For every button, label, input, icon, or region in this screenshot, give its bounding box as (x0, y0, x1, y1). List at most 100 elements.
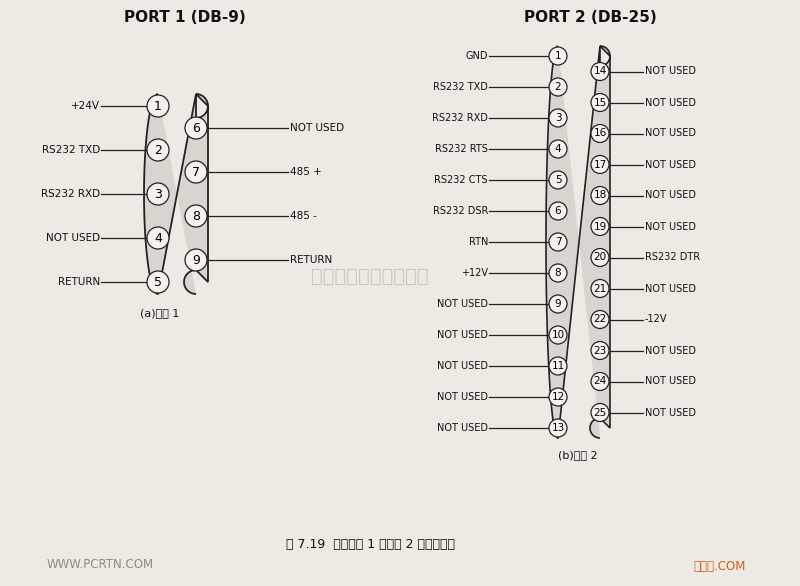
Text: 2: 2 (554, 82, 562, 92)
Text: 6: 6 (192, 121, 200, 135)
Text: NOT USED: NOT USED (645, 159, 696, 169)
Text: NOT USED: NOT USED (46, 233, 100, 243)
Circle shape (591, 124, 609, 142)
Text: WWW.PCRTN.COM: WWW.PCRTN.COM (46, 557, 154, 571)
Circle shape (147, 227, 169, 249)
Text: NOT USED: NOT USED (645, 97, 696, 107)
Text: 9: 9 (554, 299, 562, 309)
Circle shape (591, 155, 609, 173)
Circle shape (549, 233, 567, 251)
Circle shape (549, 326, 567, 344)
Text: 1: 1 (554, 51, 562, 61)
Text: RS232 DTR: RS232 DTR (645, 253, 700, 263)
Text: 14: 14 (594, 66, 606, 77)
Text: 11: 11 (551, 361, 565, 371)
Text: 485 +: 485 + (290, 167, 322, 177)
Circle shape (185, 161, 207, 183)
Text: RTN: RTN (469, 237, 488, 247)
Text: 8: 8 (554, 268, 562, 278)
Text: RS232 TXD: RS232 TXD (433, 82, 488, 92)
Text: NOT USED: NOT USED (645, 407, 696, 417)
Text: 2: 2 (154, 144, 162, 156)
Circle shape (549, 295, 567, 313)
Circle shape (185, 249, 207, 271)
Circle shape (147, 95, 169, 117)
Text: 7: 7 (554, 237, 562, 247)
Circle shape (591, 63, 609, 80)
Circle shape (591, 311, 609, 329)
Text: NOT USED: NOT USED (437, 423, 488, 433)
Circle shape (185, 205, 207, 227)
Text: 23: 23 (594, 346, 606, 356)
Text: 25: 25 (594, 407, 606, 417)
PathPatch shape (546, 46, 610, 438)
Text: NOT USED: NOT USED (645, 66, 696, 77)
Circle shape (549, 264, 567, 282)
Text: 15: 15 (594, 97, 606, 107)
Text: 9: 9 (192, 254, 200, 267)
Text: 7: 7 (192, 165, 200, 179)
Text: 22: 22 (594, 315, 606, 325)
Text: NOT USED: NOT USED (645, 128, 696, 138)
Text: 16: 16 (594, 128, 606, 138)
Circle shape (147, 139, 169, 161)
Text: NOT USED: NOT USED (290, 123, 344, 133)
Text: 24: 24 (594, 376, 606, 387)
Text: RS232 RXD: RS232 RXD (41, 189, 100, 199)
Circle shape (147, 183, 169, 205)
Circle shape (591, 248, 609, 267)
Text: NOT USED: NOT USED (645, 222, 696, 231)
Text: RS232 RXD: RS232 RXD (432, 113, 488, 123)
Circle shape (549, 357, 567, 375)
Text: 19: 19 (594, 222, 606, 231)
Text: 3: 3 (554, 113, 562, 123)
Circle shape (591, 280, 609, 298)
Text: 图 7.19  通信端口 1 和端口 2 的脚针分布: 图 7.19 通信端口 1 和端口 2 的脚针分布 (286, 537, 454, 550)
Circle shape (549, 109, 567, 127)
Text: RS232 DSR: RS232 DSR (433, 206, 488, 216)
Circle shape (549, 419, 567, 437)
Text: 8: 8 (192, 210, 200, 223)
PathPatch shape (144, 94, 208, 294)
Text: RETURN: RETURN (58, 277, 100, 287)
Text: 1: 1 (154, 100, 162, 113)
Text: 485 -: 485 - (290, 211, 317, 221)
Text: 21: 21 (594, 284, 606, 294)
Text: 接线图.COM: 接线图.COM (694, 560, 746, 573)
Circle shape (549, 140, 567, 158)
Text: NOT USED: NOT USED (437, 392, 488, 402)
Text: (a)端口 1: (a)端口 1 (140, 308, 180, 318)
Circle shape (591, 94, 609, 111)
Text: NOT USED: NOT USED (645, 346, 696, 356)
Circle shape (549, 47, 567, 65)
Circle shape (591, 186, 609, 205)
Text: NOT USED: NOT USED (645, 190, 696, 200)
Circle shape (549, 202, 567, 220)
Text: NOT USED: NOT USED (437, 330, 488, 340)
Text: NOT USED: NOT USED (437, 361, 488, 371)
Text: PORT 1 (DB-9): PORT 1 (DB-9) (124, 11, 246, 26)
Text: 17: 17 (594, 159, 606, 169)
Text: 3: 3 (154, 188, 162, 200)
Circle shape (549, 78, 567, 96)
Text: 6: 6 (554, 206, 562, 216)
Circle shape (591, 342, 609, 359)
Text: NOT USED: NOT USED (645, 376, 696, 387)
Text: GND: GND (466, 51, 488, 61)
Text: 4: 4 (554, 144, 562, 154)
Text: 杭州将睿科技有限公司: 杭州将睿科技有限公司 (311, 267, 429, 285)
Text: 12: 12 (551, 392, 565, 402)
Text: +24V: +24V (71, 101, 100, 111)
Text: 5: 5 (554, 175, 562, 185)
Text: NOT USED: NOT USED (645, 284, 696, 294)
Text: 5: 5 (154, 275, 162, 288)
Text: RS232 RTS: RS232 RTS (435, 144, 488, 154)
Text: NOT USED: NOT USED (437, 299, 488, 309)
Text: 18: 18 (594, 190, 606, 200)
Circle shape (147, 271, 169, 293)
Text: (b)端口 2: (b)端口 2 (558, 450, 598, 460)
Text: RS232 CTS: RS232 CTS (434, 175, 488, 185)
Circle shape (591, 404, 609, 421)
Text: 10: 10 (551, 330, 565, 340)
Circle shape (549, 388, 567, 406)
